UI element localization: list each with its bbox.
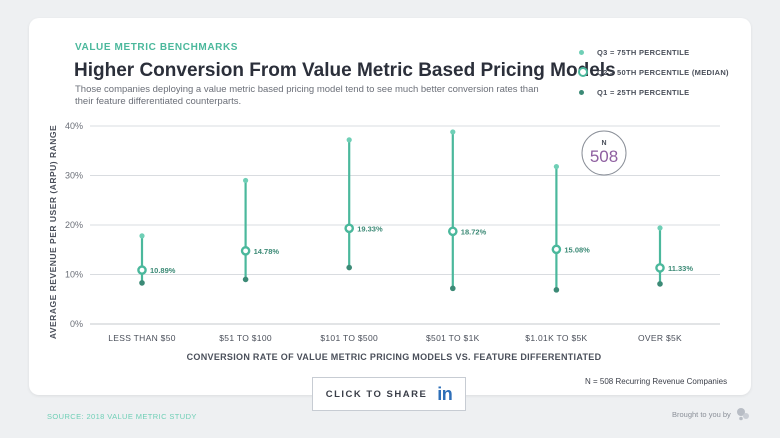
median-data-label: 10.89%	[150, 266, 176, 275]
legend-label-q1: Q1 = 25TH PERCENTILE	[597, 87, 690, 97]
median-data-label: 19.33%	[357, 224, 383, 233]
median-point	[551, 244, 562, 255]
q1-point	[139, 280, 145, 286]
chart-marks: 10.89% 14.78% 19.33% 18.72% 15.08% 11.33%	[137, 129, 693, 293]
badge-value: 508	[590, 147, 618, 166]
click-to-share-button[interactable]: CLICK TO SHARE in	[312, 377, 466, 411]
x-tick-label: $501 TO $1K	[426, 333, 480, 343]
sample-size-badge: N 508	[581, 130, 627, 176]
legend-label-q3: Q3 = 75TH PERCENTILE	[597, 47, 690, 57]
y-tick-label: 10%	[65, 270, 83, 280]
median-point	[447, 226, 458, 237]
median-point	[240, 246, 251, 256]
q1-point	[346, 264, 353, 271]
y-tick-label: 40%	[65, 121, 83, 131]
share-label: CLICK TO SHARE	[325, 388, 428, 400]
q1-point	[553, 287, 560, 293]
chart-subtitle: Those companies deploying a value metric…	[75, 84, 539, 107]
grid	[90, 125, 720, 325]
q3-point	[243, 177, 249, 184]
legend-item-q3: Q3 = 75TH PERCENTILE	[579, 42, 729, 62]
q3-dot-icon	[579, 49, 584, 55]
y-tick-label: 20%	[65, 220, 83, 230]
q2-ring-icon	[578, 67, 588, 77]
y-ticks: 0% 10% 20% 30% 40%	[65, 121, 83, 329]
x-tick-label: $1.01K TO $5K	[525, 333, 587, 343]
q3-point	[553, 163, 560, 170]
y-tick-label: 30%	[65, 171, 83, 181]
brought-to-you-text: Brought to you by	[672, 410, 731, 419]
x-tick-label: $101 TO $500	[320, 333, 378, 343]
x-tick-label: $51 TO $100	[219, 333, 272, 343]
legend-label-q2: Q2 = 50TH PERCENTILE (MEDIAN)	[597, 67, 729, 77]
badge-label: N	[601, 140, 606, 147]
x-axis-label: CONVERSION RATE OF VALUE METRIC PRICING …	[187, 352, 602, 362]
q1-dot-icon	[579, 89, 584, 95]
q1-point	[450, 285, 456, 292]
q1-point	[657, 281, 663, 287]
median-data-label: 18.72%	[461, 227, 487, 236]
legend-item-q1: Q1 = 25TH PERCENTILE	[579, 82, 729, 102]
median-point	[344, 223, 355, 234]
median-point	[137, 265, 147, 275]
y-axis-label: AVERAGE REVENUE PER USER (ARPU) RANGE	[48, 125, 58, 339]
median-data-label: 15.08%	[564, 245, 590, 254]
y-tick-label: 0%	[70, 319, 83, 329]
chart-kicker: VALUE METRIC BENCHMARKS	[75, 42, 239, 53]
x-tick-label: LESS THAN $50	[108, 333, 176, 343]
legend: Q3 = 75TH PERCENTILE Q2 = 50TH PERCENTIL…	[578, 42, 729, 102]
legend-item-q2: Q2 = 50TH PERCENTILE (MEDIAN)	[578, 62, 729, 82]
q3-point	[450, 129, 456, 135]
brand-logo-icon	[737, 408, 749, 421]
x-ticks: LESS THAN $50 $51 TO $100 $101 TO $500 $501…	[108, 333, 682, 343]
median-data-label: 14.78%	[254, 247, 280, 256]
sample-footnote: N = 508 Recurring Revenue Companies	[585, 377, 728, 386]
chart-title: Higher Conversion From Value Metric Base…	[74, 60, 616, 81]
chart-card	[29, 18, 751, 395]
linkedin-icon: in	[437, 383, 453, 404]
median-data-label: 11.33%	[668, 264, 693, 273]
q3-point	[657, 225, 663, 231]
q3-point	[346, 137, 352, 143]
source-note: SOURCE: 2018 VALUE METRIC STUDY	[47, 412, 197, 421]
median-point	[655, 263, 665, 273]
x-tick-label: OVER $5K	[638, 333, 682, 343]
q3-point	[139, 233, 145, 239]
q1-point	[242, 276, 249, 283]
